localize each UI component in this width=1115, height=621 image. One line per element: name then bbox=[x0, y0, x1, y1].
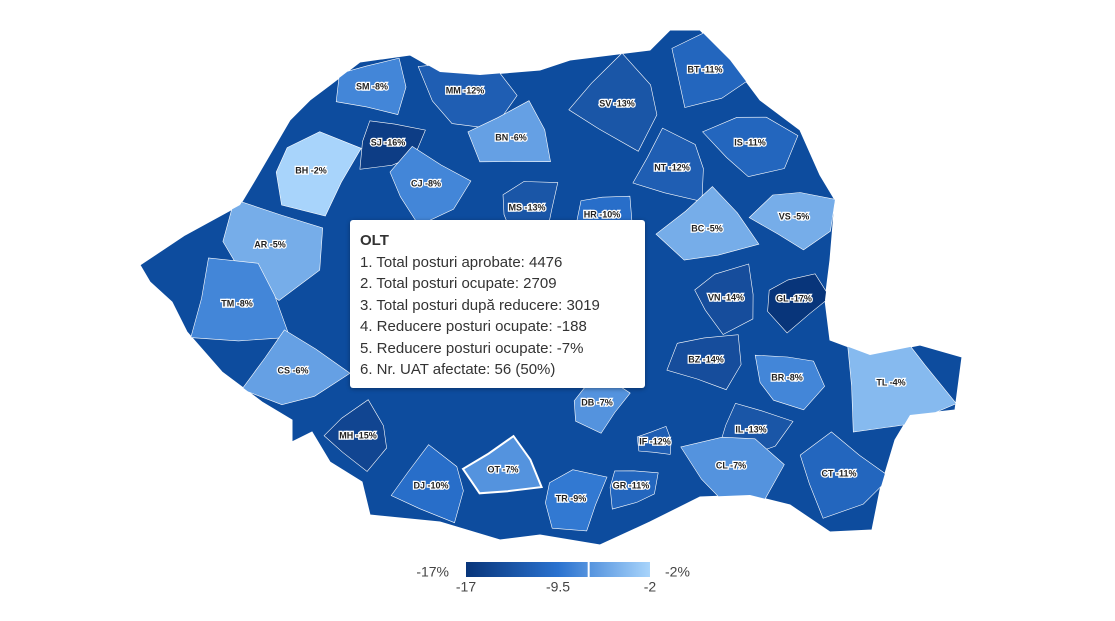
county bbox=[799, 431, 891, 519]
county bbox=[389, 146, 472, 226]
county-label: MM -12% bbox=[446, 85, 485, 95]
county-label: TL -4% bbox=[876, 377, 905, 387]
county-label: DJ -10% bbox=[413, 480, 448, 490]
tooltip-line: 4. Reducere posturi ocupate: -188 bbox=[360, 318, 587, 335]
county bbox=[666, 334, 742, 391]
legend-max: -2% bbox=[665, 564, 690, 580]
legend-tick: -9.5 bbox=[546, 579, 570, 595]
county-label: IS -11% bbox=[734, 137, 766, 147]
county-label: VN -14% bbox=[708, 292, 744, 302]
county-label: GL -17% bbox=[776, 293, 812, 303]
county-label: AR -5% bbox=[254, 239, 286, 249]
tooltip-line: 5. Reducere posturi ocupate: -7% bbox=[360, 339, 584, 357]
county bbox=[568, 52, 658, 152]
county bbox=[190, 257, 291, 342]
county-label: BN -6% bbox=[495, 132, 527, 142]
county bbox=[275, 131, 362, 217]
county-label: GR -11% bbox=[613, 480, 650, 490]
county bbox=[655, 186, 760, 261]
tooltip: OLT 1. Total posturi aprobate: 4476 2. To… bbox=[350, 220, 645, 388]
county-label: BR -8% bbox=[771, 372, 803, 382]
county bbox=[323, 399, 387, 472]
county-label: IL -13% bbox=[735, 424, 766, 434]
tooltip-line: 2. Total posturi ocupate: 2709 bbox=[360, 275, 557, 292]
county bbox=[748, 192, 836, 251]
county bbox=[545, 469, 608, 532]
legend-tick: -17 bbox=[456, 579, 476, 595]
county-label: VS -5% bbox=[779, 211, 810, 221]
tooltip-line: 3. Total posturi după reducere: 3019 bbox=[360, 296, 600, 314]
county-label: OT -7% bbox=[487, 464, 518, 474]
county-label: CS -6% bbox=[277, 365, 308, 375]
county bbox=[754, 354, 825, 411]
county bbox=[335, 57, 407, 115]
county-label: SV -13% bbox=[599, 98, 635, 108]
county-label: BC -5% bbox=[691, 223, 723, 233]
county-label: NT -12% bbox=[654, 162, 690, 172]
county-label: CL -7% bbox=[716, 460, 746, 470]
county bbox=[241, 329, 351, 406]
tooltip-line: 6. Nr. UAT afectate: 56 (50%) bbox=[360, 361, 556, 378]
legend-tick: -2 bbox=[644, 579, 657, 595]
county bbox=[694, 263, 754, 335]
county-label: SJ -16% bbox=[371, 137, 406, 147]
county-label: HR -10% bbox=[584, 209, 621, 219]
county bbox=[609, 470, 659, 510]
county-label: TM -8% bbox=[221, 298, 253, 308]
county bbox=[767, 273, 831, 334]
county-label: MH -15% bbox=[339, 430, 377, 440]
legend-min: -17% bbox=[416, 564, 449, 580]
county-label: IF -12% bbox=[639, 436, 671, 446]
county bbox=[390, 444, 464, 524]
county bbox=[636, 426, 672, 455]
county bbox=[467, 100, 551, 163]
county-label: SM -8% bbox=[356, 81, 388, 91]
county-label: CT -11% bbox=[821, 468, 856, 478]
tooltip-title: OLT bbox=[360, 232, 389, 249]
county-label: DB -7% bbox=[581, 397, 613, 407]
county bbox=[632, 127, 704, 202]
county-label: BT -11% bbox=[687, 64, 722, 74]
county bbox=[461, 434, 544, 495]
county-label: CJ -8% bbox=[411, 178, 441, 188]
county-label: BH -2% bbox=[295, 165, 327, 175]
county-label: TR -9% bbox=[556, 493, 587, 503]
county-label: BZ -14% bbox=[688, 354, 724, 364]
legend-bar bbox=[466, 562, 650, 577]
tooltip-line: 1. Total posturi aprobate: 4476 bbox=[360, 253, 563, 271]
county bbox=[702, 116, 799, 178]
county-label: MS -13% bbox=[508, 202, 545, 212]
